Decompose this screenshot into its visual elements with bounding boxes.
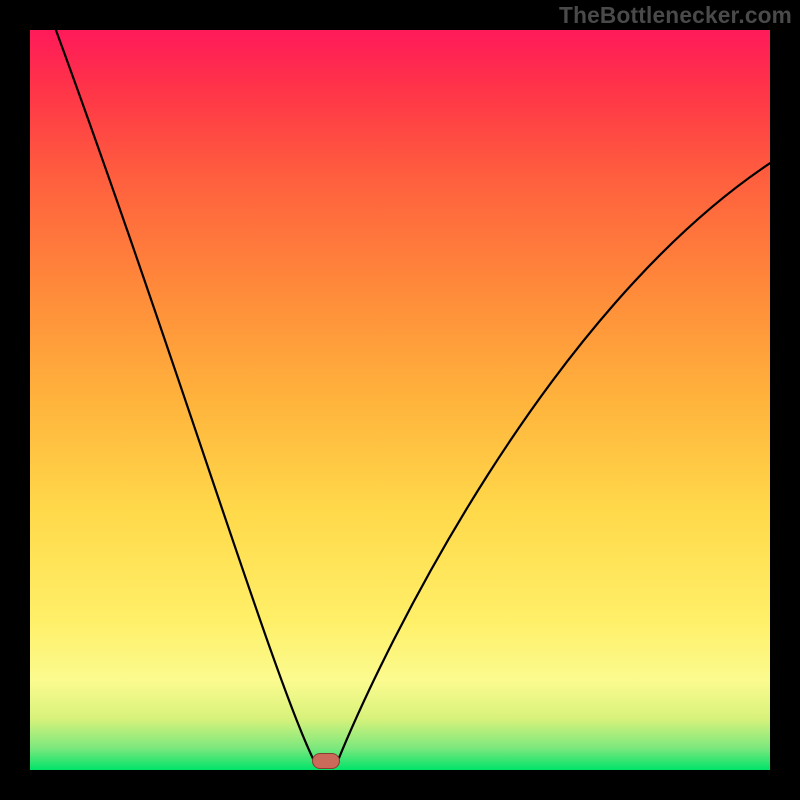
plot-area (30, 30, 770, 770)
v-curve-path (56, 30, 770, 763)
bottleneck-curve (30, 30, 770, 770)
watermark: TheBottlenecker.com (559, 2, 792, 29)
chart-frame: TheBottlenecker.com (0, 0, 800, 800)
optimum-marker (312, 753, 340, 769)
